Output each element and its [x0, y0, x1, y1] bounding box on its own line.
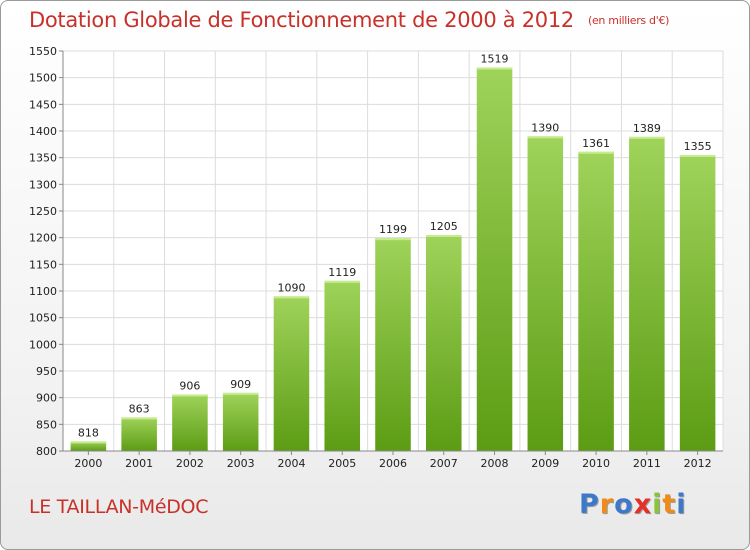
- y-tick-label: 1050: [29, 312, 57, 325]
- y-tick-label: 1000: [29, 338, 57, 351]
- bar-highlight: [578, 151, 614, 154]
- bar-highlight: [70, 441, 107, 444]
- bar: [375, 238, 411, 451]
- y-tick-label: 1350: [29, 152, 57, 165]
- value-label: 1390: [531, 121, 559, 134]
- y-tick-label: 1550: [29, 45, 57, 58]
- x-tick-label: 2005: [328, 457, 356, 470]
- logo-letter: t: [662, 489, 677, 520]
- bar-highlight: [527, 136, 564, 139]
- x-tick-label: 2007: [430, 457, 458, 470]
- chart-subtitle: (en milliers d'€): [587, 14, 670, 27]
- y-tick-label: 950: [36, 365, 57, 378]
- bar: [629, 136, 665, 451]
- bar: [426, 235, 462, 451]
- logo-letter: o: [614, 489, 634, 520]
- x-tick-label: 2006: [379, 457, 407, 470]
- x-tick-label: 2004: [277, 457, 305, 470]
- bar-highlight: [375, 238, 411, 241]
- value-label: 906: [179, 379, 200, 392]
- y-tick-label: 1400: [29, 125, 57, 138]
- x-tick-label: 2010: [582, 457, 610, 470]
- bar: [222, 392, 259, 451]
- bar-highlight: [324, 280, 360, 283]
- bar: [679, 155, 716, 451]
- logo-letter: r: [599, 489, 615, 520]
- bar-highlight: [476, 67, 513, 70]
- bar: [476, 67, 513, 452]
- x-tick-label: 2008: [481, 457, 509, 470]
- y-tick-label: 1200: [29, 232, 57, 245]
- x-tick-label: 2003: [227, 457, 255, 470]
- chart-title: Dotation Globale de Fonctionnement de 20…: [29, 8, 669, 32]
- y-tick-label: 1450: [29, 98, 57, 111]
- x-tick-label: 2001: [125, 457, 153, 470]
- y-tick-label: 800: [36, 445, 57, 458]
- bar: [273, 296, 310, 451]
- value-label: 1199: [379, 223, 407, 236]
- value-label: 863: [129, 402, 150, 415]
- x-tick-label: 2000: [74, 457, 102, 470]
- bar-highlight: [222, 392, 259, 395]
- bar: [324, 280, 360, 451]
- logo-letter: i: [652, 489, 663, 520]
- value-label: 1361: [582, 137, 610, 150]
- value-label: 1389: [633, 122, 661, 135]
- x-tick-label: 2012: [684, 457, 712, 470]
- chart-title-text: Dotation Globale de Fonctionnement de 20…: [29, 8, 574, 32]
- bar-highlight: [426, 235, 462, 237]
- bar: [121, 417, 157, 451]
- bar: [578, 151, 614, 452]
- value-label: 1355: [684, 140, 712, 153]
- logo-letter: x: [633, 489, 653, 520]
- bar: [172, 394, 208, 451]
- value-label: 1119: [328, 266, 356, 279]
- commune-name: LE TAILLAN-MéDOC: [29, 496, 209, 518]
- logo-letter: P: [579, 489, 600, 520]
- x-tick-label: 2009: [531, 457, 559, 470]
- value-label: 818: [78, 426, 99, 439]
- proxiti-logo: Proxiti: [579, 489, 687, 520]
- bar-highlight: [679, 155, 716, 157]
- value-label: 1090: [277, 281, 305, 294]
- x-tick-label: 2002: [176, 457, 204, 470]
- y-tick-label: 1250: [29, 205, 57, 218]
- y-tick-label: 1100: [29, 285, 57, 298]
- logo-letter: i: [676, 489, 687, 520]
- y-tick-label: 1150: [29, 258, 57, 271]
- x-tick-label: 2011: [633, 457, 661, 470]
- bar-highlight: [121, 417, 157, 420]
- value-label: 1205: [430, 220, 458, 233]
- bar: [527, 136, 564, 452]
- y-tick-label: 900: [36, 392, 57, 405]
- y-tick-label: 1500: [29, 72, 57, 85]
- bar-highlight: [629, 136, 665, 139]
- y-tick-label: 850: [36, 418, 57, 431]
- bar: [70, 441, 107, 451]
- value-label: 909: [230, 378, 251, 391]
- bar-highlight: [273, 296, 310, 299]
- value-label: 1519: [481, 53, 509, 66]
- bar-highlight: [172, 394, 208, 397]
- y-tick-label: 1300: [29, 178, 57, 191]
